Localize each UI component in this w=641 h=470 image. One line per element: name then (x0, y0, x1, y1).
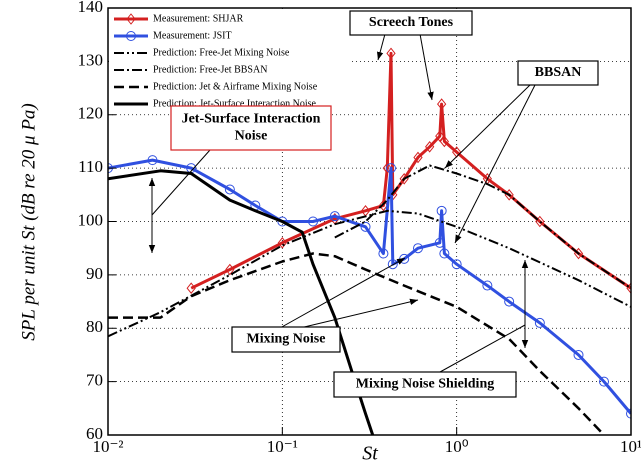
series-line (108, 209, 631, 338)
data-point (277, 237, 287, 249)
arrow (151, 149, 211, 216)
data-point (308, 216, 319, 227)
annotation-box (231, 326, 341, 353)
data-point (412, 243, 423, 254)
x-axis-label: St (362, 443, 378, 465)
y-tick-label: 100 (78, 210, 104, 229)
series-line (334, 164, 631, 290)
data-point (436, 205, 447, 216)
arrow (376, 33, 386, 61)
data-point (360, 221, 371, 232)
x-tick-label: 10¹ (620, 437, 641, 456)
data-point (277, 216, 288, 227)
y-tick-label: 70 (86, 371, 103, 390)
y-tick-label: 140 (78, 0, 104, 16)
data-point (437, 98, 447, 110)
annotation-text: Screech Tones (369, 15, 454, 30)
axes: 60 70 80 90 100 110 120 130 140 10⁻² 10⁻¹ 10⁰ 10¹ (78, 0, 641, 456)
x-tick-label: 10⁻¹ (267, 437, 298, 456)
data-point (382, 162, 392, 174)
annotation-box (517, 60, 599, 86)
data-point (534, 317, 545, 328)
y-tick-label: 60 (86, 424, 103, 443)
data-point (482, 280, 493, 291)
arrow (454, 84, 536, 244)
legend-label: Prediction: Jet & Airframe Mixing Noise (153, 81, 318, 92)
data-point (385, 163, 396, 174)
data-point (425, 140, 435, 153)
data-point (413, 151, 423, 164)
legend-box (109, 9, 349, 102)
arrow (419, 33, 434, 101)
y-tick-label: 110 (78, 157, 103, 176)
data-point (435, 130, 445, 142)
annotation-box (333, 371, 517, 398)
data-point (504, 296, 515, 307)
data-point (439, 135, 450, 148)
legend-marker (126, 31, 136, 41)
data-point (598, 376, 609, 387)
annotation-text: Mixing Noise Shielding (356, 377, 494, 392)
data-point (386, 47, 396, 60)
data-point (147, 155, 158, 166)
annotation-text: Mixing Noise (247, 332, 326, 347)
legend-label: Prediction: Free-Jet BBSAN (153, 64, 267, 75)
legend-label: Prediction: Jet-Surface Interaction Nois… (153, 98, 317, 109)
annotation-box (349, 10, 473, 36)
series-line (108, 252, 605, 435)
series-line (190, 51, 631, 290)
y-tick-label: 80 (86, 317, 103, 336)
arrow (439, 324, 526, 373)
annotations: Screech Tones BBSAN Jet-Surface Interactio… (170, 10, 599, 398)
data-point (378, 248, 389, 259)
data-point (626, 408, 631, 419)
legend-marker (126, 13, 136, 25)
annotation-text: BBSAN (535, 65, 582, 80)
data-point (434, 237, 445, 248)
annotation-text: Jet-Surface Interaction (182, 112, 321, 127)
arrow (279, 257, 406, 329)
data-point (439, 248, 450, 259)
data-point (378, 199, 389, 212)
data-point (573, 349, 584, 360)
x-tick-label: 10⁻² (92, 437, 123, 456)
y-tick-label: 130 (78, 50, 104, 69)
y-tick-label: 120 (78, 104, 104, 123)
data-point (224, 184, 235, 195)
legend-label: Measurement: SHJAR (153, 13, 244, 24)
legend-label: Prediction: Free-Jet Mixing Noise (153, 47, 290, 58)
data-point (186, 282, 196, 295)
annotation-text: Noise (235, 129, 268, 144)
legend: Measurement: SHJAR Measurement: JSIT Predi… (109, 9, 349, 109)
data-point (451, 259, 462, 270)
x-tick-label: 10⁰ (445, 437, 469, 456)
data-point (329, 211, 340, 222)
legend-label: Measurement: JSIT (153, 30, 232, 41)
y-tick-label: 90 (86, 264, 103, 283)
y-axis-label: SPL per unit St (dB re 20 μ Pa) (18, 103, 39, 341)
arrow (299, 298, 419, 329)
annotation-arrows (148, 33, 536, 373)
arrow (444, 84, 531, 169)
annotation-box (170, 105, 332, 151)
data-point (225, 263, 235, 276)
